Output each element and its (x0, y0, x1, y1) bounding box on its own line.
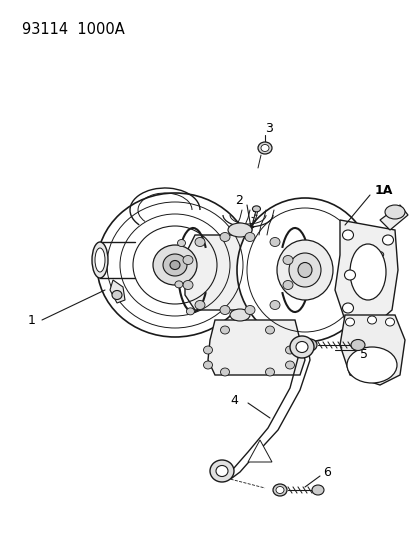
Ellipse shape (236, 198, 372, 342)
Ellipse shape (295, 342, 307, 352)
Ellipse shape (219, 232, 230, 241)
Polygon shape (339, 315, 404, 385)
Ellipse shape (219, 305, 230, 314)
Ellipse shape (163, 254, 187, 276)
Ellipse shape (244, 305, 254, 314)
Ellipse shape (209, 460, 233, 482)
Ellipse shape (269, 238, 279, 246)
Ellipse shape (285, 346, 294, 354)
Ellipse shape (97, 193, 252, 337)
Polygon shape (207, 320, 304, 375)
Ellipse shape (220, 326, 229, 334)
Ellipse shape (276, 240, 332, 300)
Ellipse shape (311, 485, 323, 495)
Ellipse shape (195, 301, 204, 310)
Ellipse shape (216, 465, 228, 477)
Ellipse shape (282, 255, 292, 264)
Ellipse shape (186, 308, 194, 315)
Ellipse shape (382, 235, 392, 245)
Text: 2: 2 (235, 193, 242, 206)
Polygon shape (247, 440, 271, 462)
Text: 6: 6 (322, 465, 330, 479)
Ellipse shape (349, 244, 385, 300)
Ellipse shape (367, 316, 375, 324)
Ellipse shape (170, 261, 180, 270)
Ellipse shape (183, 280, 192, 289)
Ellipse shape (345, 318, 354, 326)
Ellipse shape (289, 336, 313, 358)
Ellipse shape (257, 142, 271, 154)
Ellipse shape (265, 326, 274, 334)
Ellipse shape (344, 270, 355, 280)
Ellipse shape (375, 276, 383, 281)
Ellipse shape (375, 252, 383, 257)
Ellipse shape (297, 262, 311, 278)
Ellipse shape (153, 245, 197, 285)
Ellipse shape (302, 339, 316, 351)
Ellipse shape (285, 361, 294, 369)
Ellipse shape (203, 346, 212, 354)
Ellipse shape (272, 484, 286, 496)
Ellipse shape (244, 232, 254, 241)
Text: 93114  1000A: 93114 1000A (22, 22, 124, 37)
Ellipse shape (269, 301, 279, 310)
Ellipse shape (342, 303, 353, 313)
Ellipse shape (346, 347, 396, 383)
Ellipse shape (342, 230, 353, 240)
Ellipse shape (230, 309, 249, 321)
Ellipse shape (203, 361, 212, 369)
Ellipse shape (384, 205, 404, 219)
Ellipse shape (195, 238, 204, 246)
Ellipse shape (275, 487, 283, 494)
Ellipse shape (92, 242, 108, 278)
Ellipse shape (112, 290, 122, 300)
Text: 3: 3 (264, 122, 272, 134)
Ellipse shape (95, 248, 105, 272)
Polygon shape (379, 205, 407, 230)
Text: 4: 4 (230, 393, 237, 407)
Ellipse shape (265, 368, 274, 376)
Ellipse shape (220, 368, 229, 376)
Ellipse shape (350, 340, 364, 351)
Polygon shape (334, 220, 397, 325)
Ellipse shape (177, 239, 185, 246)
Text: 5: 5 (359, 349, 367, 361)
Ellipse shape (174, 281, 183, 288)
Ellipse shape (252, 206, 260, 212)
Ellipse shape (260, 144, 268, 151)
Ellipse shape (228, 223, 252, 237)
Ellipse shape (183, 255, 192, 264)
Text: 1: 1 (28, 313, 36, 327)
Ellipse shape (385, 318, 394, 326)
Text: 1A: 1A (374, 183, 392, 197)
Polygon shape (185, 235, 294, 310)
Ellipse shape (288, 253, 320, 287)
Ellipse shape (282, 280, 292, 289)
Polygon shape (110, 280, 125, 303)
